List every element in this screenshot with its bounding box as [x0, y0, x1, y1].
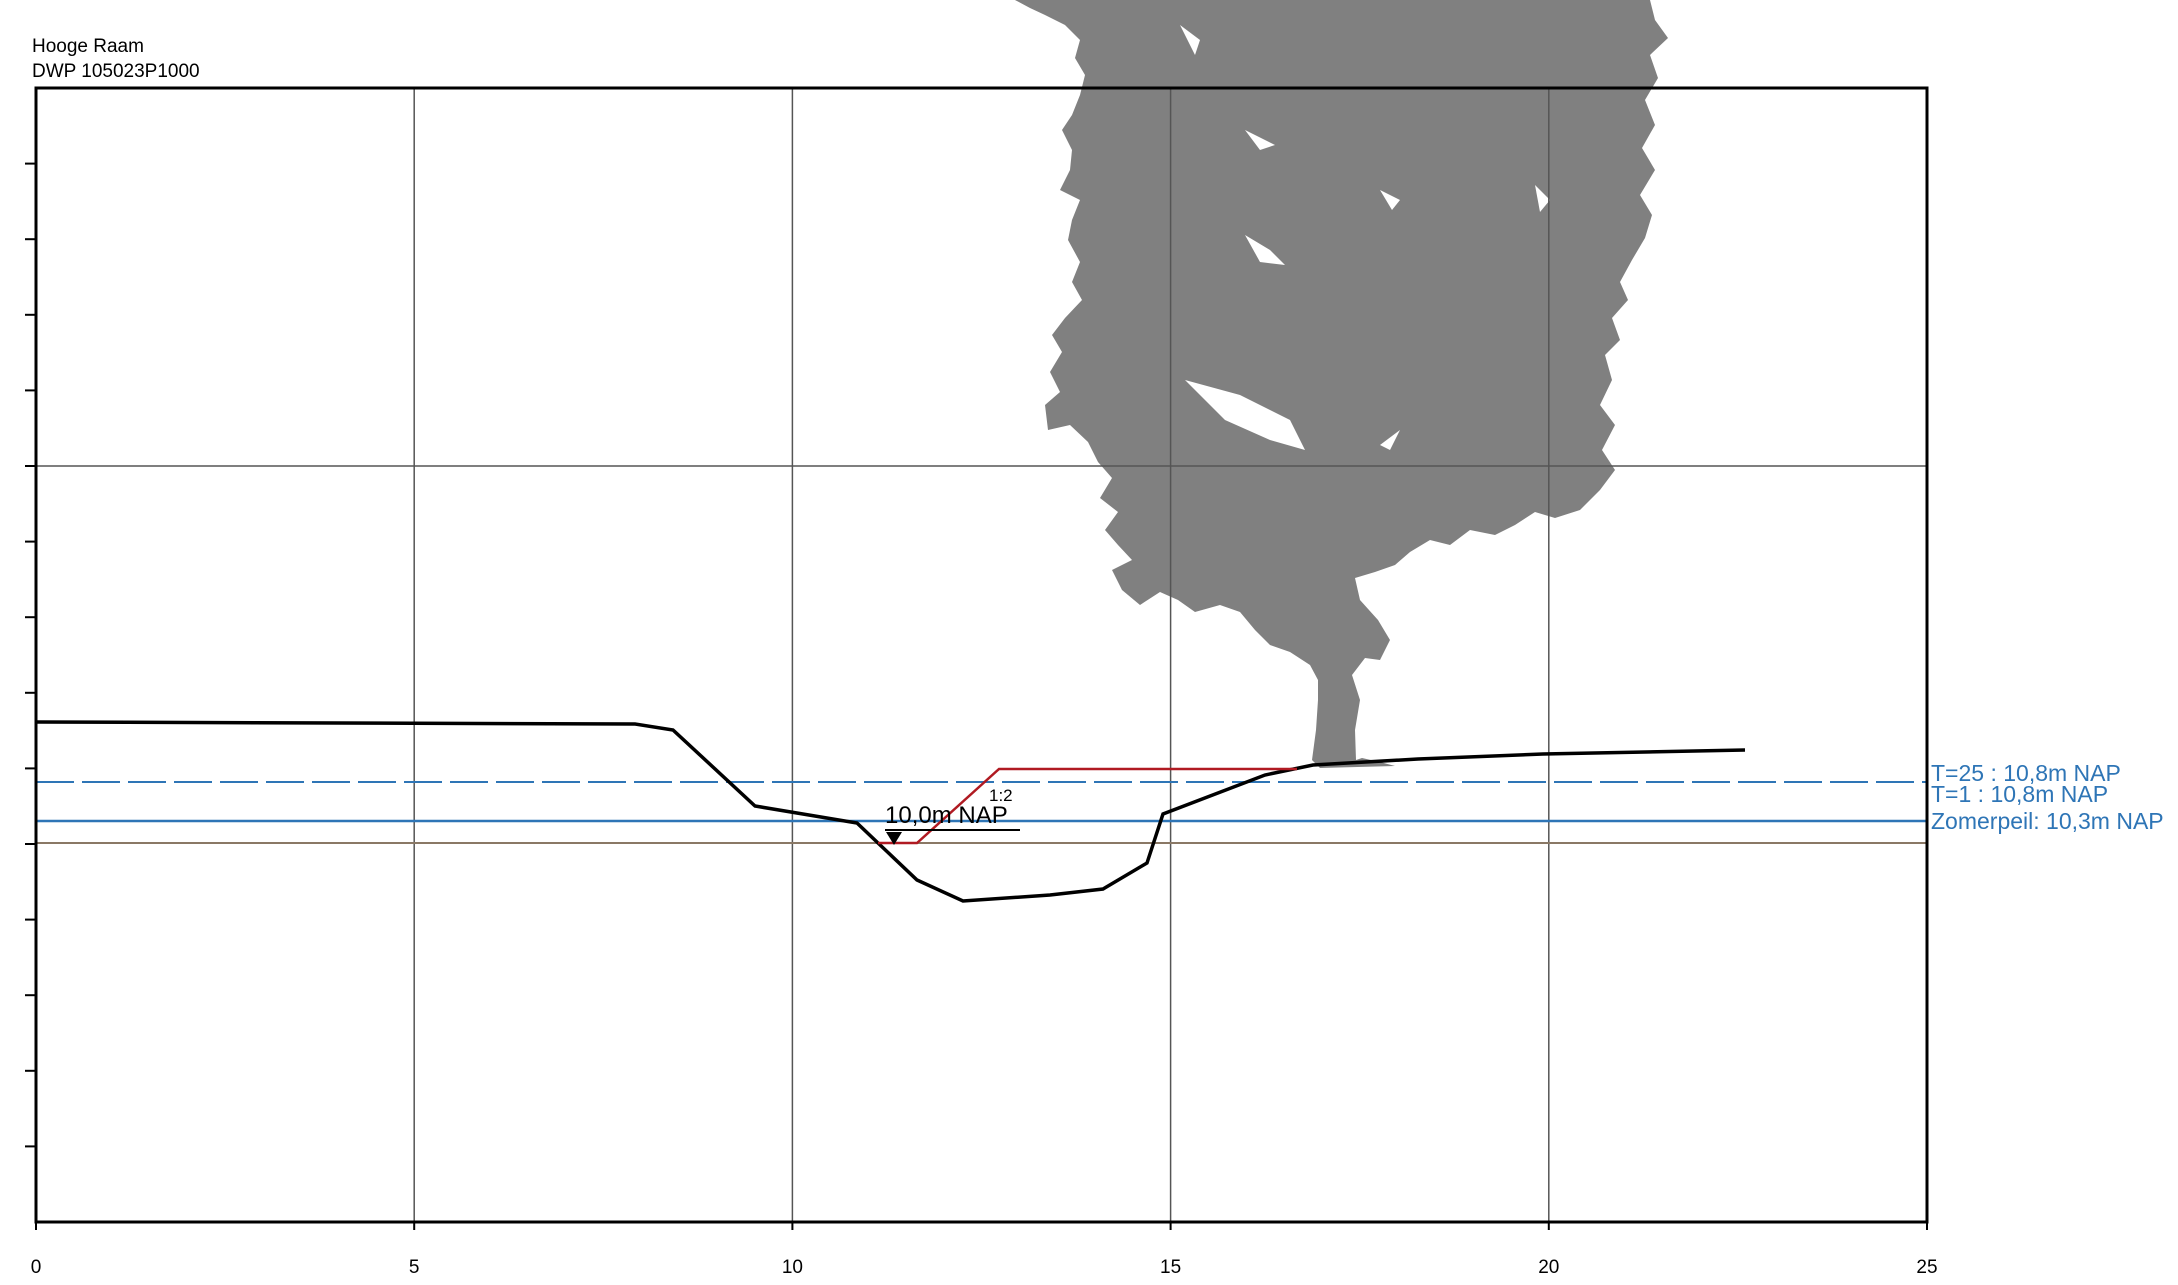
x-tick-label: 5	[409, 1257, 420, 1278]
grid	[36, 88, 1927, 1222]
t1-label: T=1 : 10,8m NAP	[1931, 781, 2108, 807]
y-axis-ticks	[25, 162, 36, 1148]
t25-label: T=25 : 10,8m NAP	[1931, 760, 2121, 786]
slope-label: 1:2	[989, 786, 1013, 805]
project-code: DWP 105023P1000	[32, 61, 200, 82]
design-level-label: 10,0m NAP	[885, 802, 1008, 829]
design-profile	[878, 767, 1297, 845]
x-tick-label: 25	[1916, 1257, 1937, 1278]
tree-silhouette-icon	[1015, 0, 1668, 768]
x-tick-label: 20	[1538, 1257, 1559, 1278]
x-axis-labels: 0 5 10 15 20 25	[31, 1257, 1938, 1278]
project-title: Hooge Raam	[32, 36, 144, 57]
x-tick-label: 0	[31, 1257, 42, 1278]
existing-profile	[35, 720, 1746, 903]
x-tick-label: 10	[782, 1257, 803, 1278]
x-tick-label: 15	[1160, 1257, 1181, 1278]
level-triangle-icon	[886, 832, 902, 845]
zomerpeil-label: Zomerpeil: 10,3m NAP	[1931, 808, 2164, 834]
plot-frame	[34, 86, 1929, 1224]
